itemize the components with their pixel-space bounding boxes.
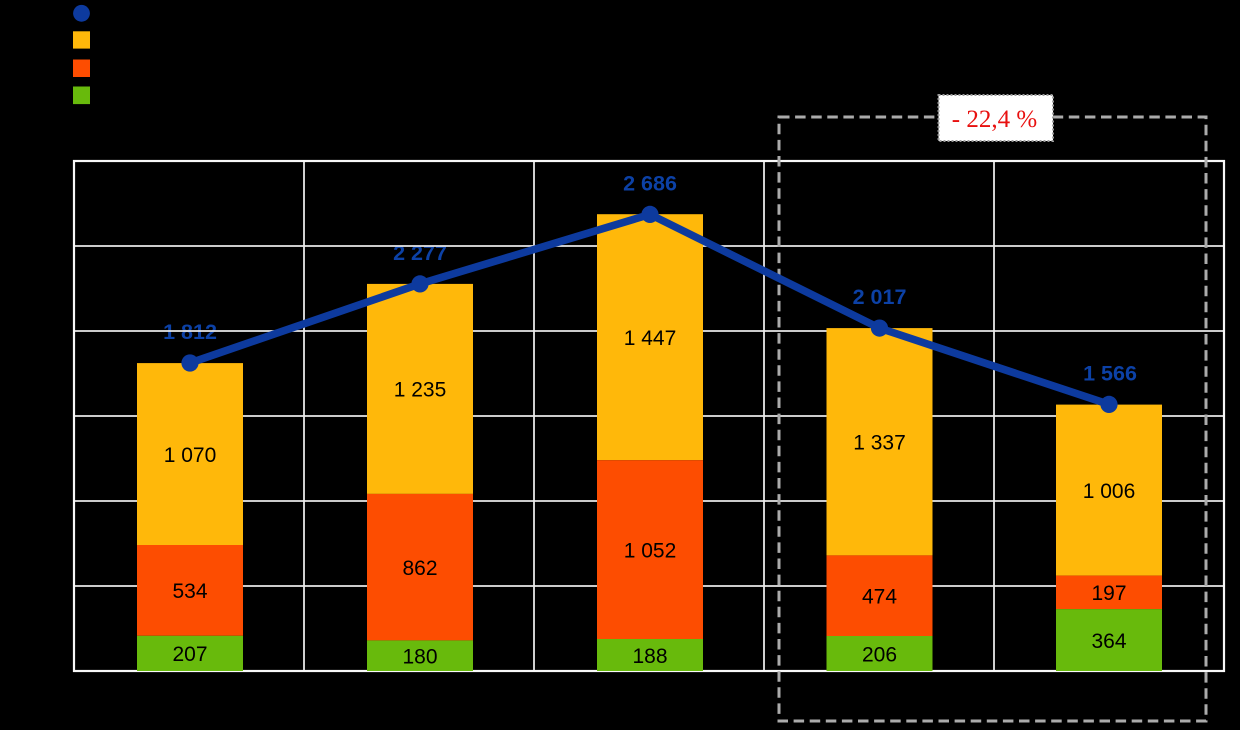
- svg-text:1 235: 1 235: [394, 379, 447, 402]
- svg-text:1 052: 1 052: [624, 539, 677, 562]
- svg-text:474: 474: [862, 586, 897, 609]
- svg-text:1 006: 1 006: [1083, 480, 1136, 503]
- svg-text:1 447: 1 447: [624, 327, 677, 350]
- svg-text:2 277: 2 277: [393, 241, 447, 265]
- svg-text:364: 364: [1091, 630, 1126, 653]
- svg-text:1 812: 1 812: [163, 320, 217, 344]
- svg-text:206: 206: [862, 643, 897, 666]
- svg-text:862: 862: [402, 557, 437, 580]
- svg-text:1 566: 1 566: [1083, 362, 1137, 386]
- svg-text:- 22,4 %: - 22,4 %: [952, 106, 1037, 133]
- svg-text:1 070: 1 070: [164, 444, 217, 467]
- svg-text:534: 534: [172, 580, 207, 603]
- svg-text:1 337: 1 337: [853, 432, 906, 455]
- svg-text:180: 180: [402, 646, 437, 669]
- svg-text:188: 188: [632, 645, 667, 668]
- svg-text:2 686: 2 686: [623, 172, 677, 196]
- svg-text:207: 207: [172, 643, 207, 666]
- svg-text:197: 197: [1091, 582, 1126, 605]
- svg-text:2 017: 2 017: [853, 285, 907, 309]
